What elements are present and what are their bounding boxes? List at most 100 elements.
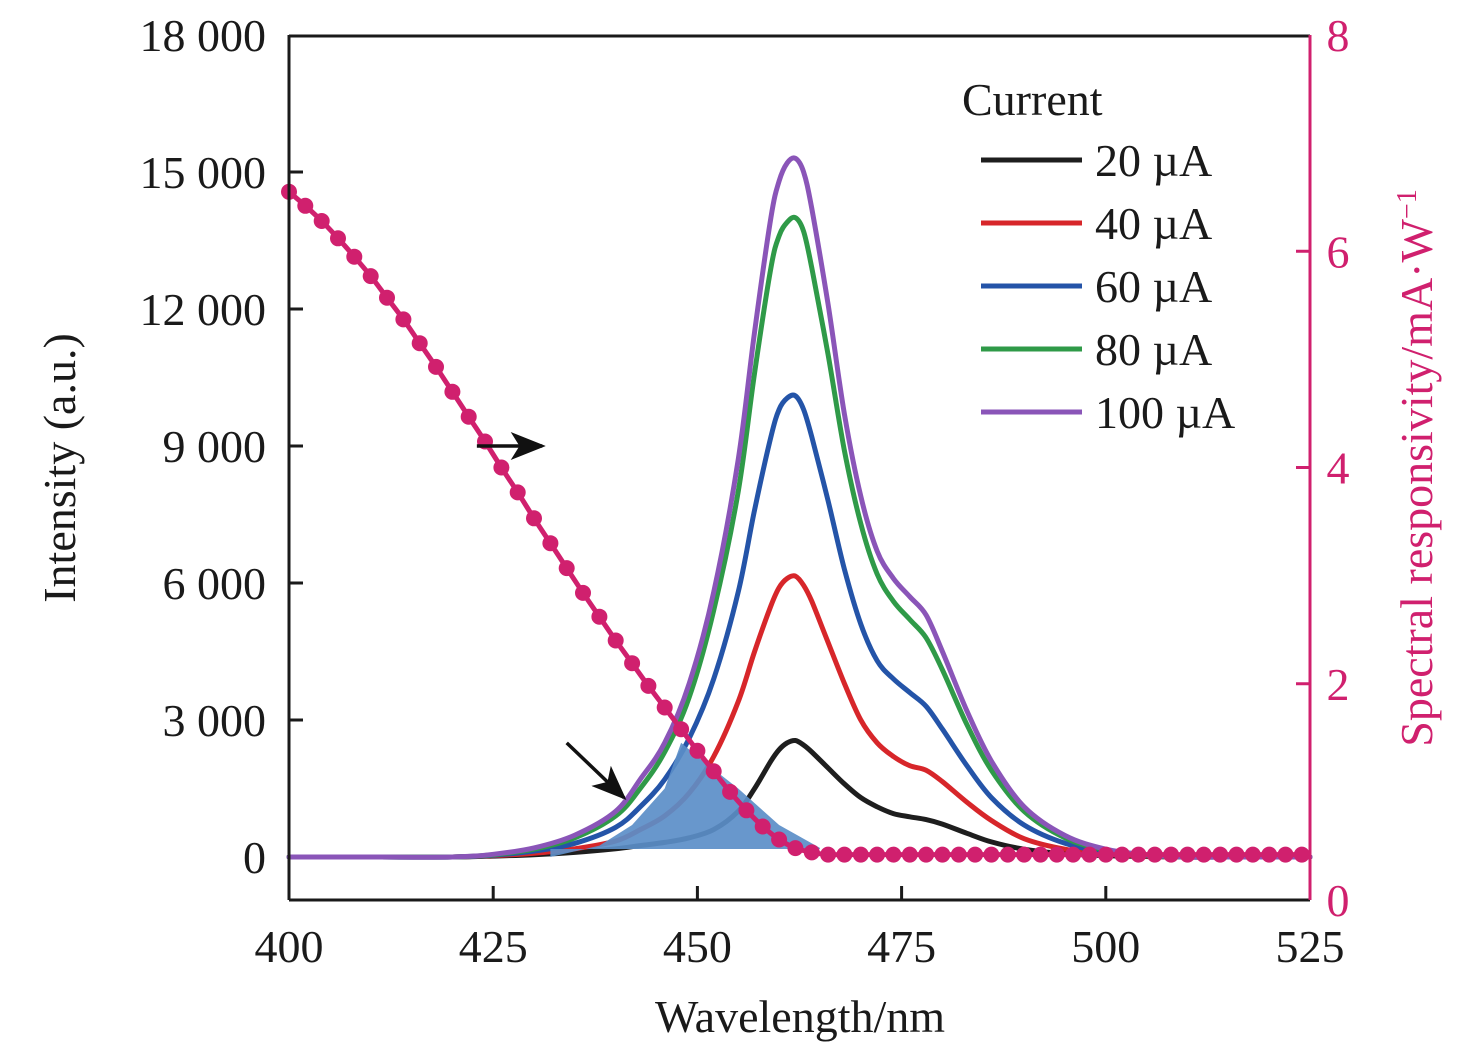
responsivity-marker <box>1195 846 1212 863</box>
annotation-layer <box>476 432 627 801</box>
responsivity-marker <box>1065 846 1082 863</box>
responsivity-marker <box>967 846 984 863</box>
responsivity-marker <box>1179 846 1196 863</box>
y-tick-label-right: 8 <box>1327 10 1350 61</box>
responsivity-marker <box>820 846 837 863</box>
responsivity-marker <box>1163 846 1180 863</box>
responsivity-marker <box>999 846 1016 863</box>
responsivity-marker <box>428 358 444 375</box>
responsivity-marker <box>918 846 935 863</box>
responsivity-marker <box>411 335 428 352</box>
responsivity-marker <box>1277 846 1294 863</box>
series-line-100-a <box>286 155 1313 860</box>
responsivity-marker <box>1261 846 1278 863</box>
y-ticks-right: 0 2 4 6 8 <box>1296 10 1350 926</box>
responsivity-marker <box>934 846 951 863</box>
y-tick-label-right: 6 <box>1327 226 1350 277</box>
y-axis-title-left: Intensity (a.u.) <box>34 333 85 603</box>
legend-label: 20 µA <box>1095 135 1212 186</box>
responsivity-marker <box>771 831 788 848</box>
y-tick-label-left: 18 000 <box>140 10 267 61</box>
y-tick-label-left: 6 000 <box>163 558 267 609</box>
responsivity-marker <box>754 818 771 835</box>
legend-entry: 40 µA <box>981 198 1212 249</box>
legend-title: Current <box>962 74 1103 125</box>
responsivity-marker <box>1212 846 1229 863</box>
series-layer <box>286 155 1313 860</box>
responsivity-marker <box>722 783 739 800</box>
responsivity-marker <box>836 846 853 863</box>
overlap-shaded-area <box>550 742 820 857</box>
legend-entry: 60 µA <box>981 261 1212 312</box>
responsivity-marker <box>656 699 673 716</box>
responsivity-marker <box>689 742 706 759</box>
responsivity-marker <box>493 459 510 476</box>
responsivity-marker <box>526 510 542 527</box>
y-axis-title-right: Spectral responsivity/mA·W−1 <box>1391 189 1442 746</box>
responsivity-marker <box>1228 846 1245 863</box>
responsivity-marker <box>885 846 902 863</box>
responsivity-marker <box>297 197 314 214</box>
legend-label: 100 µA <box>1095 387 1235 438</box>
x-tick-label: 475 <box>867 921 936 972</box>
responsivity-marker <box>591 608 608 625</box>
responsivity-marker <box>1146 846 1163 863</box>
series-line-80-a <box>286 214 1313 860</box>
arrow-to-overlap-icon <box>565 741 627 801</box>
responsivity-marker <box>787 840 804 857</box>
responsivity-marker <box>444 383 461 400</box>
responsivity-marker <box>640 677 657 694</box>
responsivity-marker <box>624 655 641 672</box>
responsivity-marker <box>1081 846 1098 863</box>
legend-label: 40 µA <box>1095 198 1212 249</box>
x-axis-title: Wavelength/nm <box>655 991 945 1042</box>
responsivity-marker <box>1016 846 1033 863</box>
responsivity-marker <box>852 846 869 863</box>
y-tick-label-left: 15 000 <box>140 147 267 198</box>
x-ticks: 400 425 450 475 500 525 <box>255 886 1345 972</box>
x-tick-label: 500 <box>1071 921 1140 972</box>
legend-entry: 20 µA <box>981 135 1212 186</box>
y-tick-label-left: 12 000 <box>140 284 267 335</box>
responsivity-marker <box>1293 846 1310 863</box>
legend-label: 80 µA <box>1095 324 1212 375</box>
responsivity-marker <box>983 846 1000 863</box>
svg-text:Spectral responsivity/mA·W−1: Spectral responsivity/mA·W−1 <box>1391 189 1442 746</box>
legend-entry: 80 µA <box>981 324 1212 375</box>
y-ticks-left: 0 3 000 6 000 9 000 12 000 15 000 18 000 <box>140 10 303 883</box>
responsivity-marker <box>575 584 591 601</box>
y-tick-label-right: 2 <box>1327 659 1350 710</box>
legend-entries: 20 µA 40 µA 60 µA 80 µA 100 µA <box>981 135 1235 438</box>
y-tick-label-right: 4 <box>1327 443 1350 494</box>
legend-label: 60 µA <box>1095 261 1212 312</box>
responsivity-marker <box>869 846 886 863</box>
y-axis-title-right-main: Spectral responsivity/mA·W <box>1391 219 1442 747</box>
responsivity-marker <box>1032 846 1049 863</box>
responsivity-marker <box>738 802 755 819</box>
y-axis-title-right-superscript: −1 <box>1392 189 1423 219</box>
responsivity-marker <box>803 844 820 861</box>
y-tick-label-right: 0 <box>1327 875 1350 926</box>
responsivity-marker <box>901 846 918 863</box>
responsivity-marker <box>1114 846 1131 863</box>
y-tick-label-left: 0 <box>243 832 266 883</box>
responsivity-marker <box>558 560 575 577</box>
responsivity-marker <box>950 846 967 863</box>
responsivity-marker <box>395 311 412 328</box>
responsivity-marker <box>1244 846 1261 863</box>
responsivity-marker <box>542 535 559 552</box>
responsivity-marker <box>1097 846 1114 863</box>
responsivity-marker <box>379 289 395 306</box>
responsivity-marker <box>705 763 722 780</box>
x-tick-label: 450 <box>663 921 732 972</box>
responsivity-marker <box>1130 846 1147 863</box>
series-line-40-a <box>286 573 1313 860</box>
x-tick-label: 425 <box>459 921 528 972</box>
responsivity-layer <box>281 183 1310 863</box>
series-line-60-a <box>286 392 1313 860</box>
y-tick-label-left: 3 000 <box>163 695 267 746</box>
legend-entry: 100 µA <box>981 387 1235 438</box>
x-tick-label: 525 <box>1276 921 1345 972</box>
responsivity-marker <box>330 230 346 247</box>
